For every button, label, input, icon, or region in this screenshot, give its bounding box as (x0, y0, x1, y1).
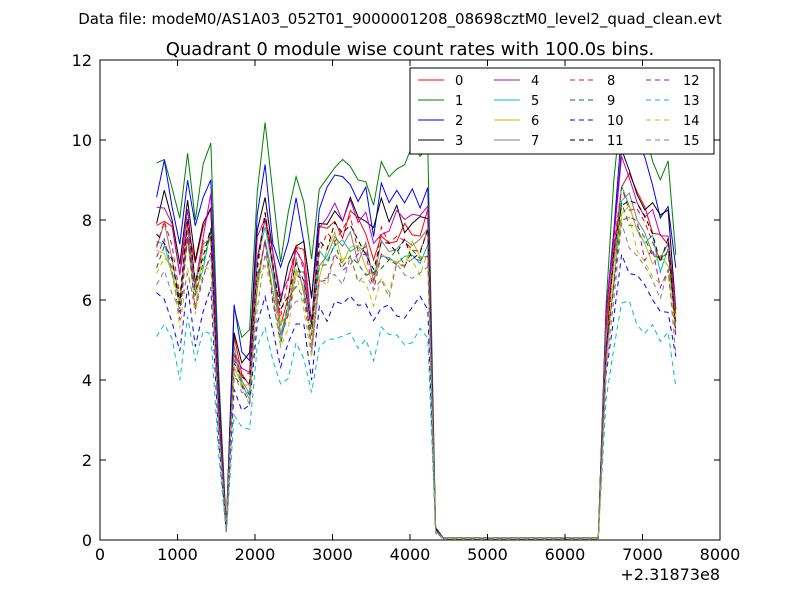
y-tick-label: 0 (82, 531, 92, 550)
y-tick-label: 8 (82, 211, 92, 230)
x-tick-label: 2000 (235, 545, 276, 564)
series-line-5 (156, 185, 677, 539)
series-layer (156, 103, 677, 540)
series-line-9 (156, 202, 677, 539)
x-tick-label: 0 (95, 545, 105, 564)
legend-label-12: 12 (683, 74, 700, 89)
legend-label-2: 2 (455, 114, 463, 129)
series-line-10 (156, 254, 677, 540)
legend-label-10: 10 (607, 114, 624, 129)
x-tick-label: 3000 (312, 545, 353, 564)
legend-label-0: 0 (455, 74, 463, 89)
y-tick-label: 2 (82, 451, 92, 470)
series-line-1 (156, 103, 677, 539)
chart-title: Quadrant 0 module wise count rates with … (166, 39, 655, 60)
y-tick-label: 12 (72, 51, 92, 70)
series-line-11 (156, 200, 677, 539)
series-line-12 (156, 216, 677, 539)
legend-label-1: 1 (455, 94, 463, 109)
legend-label-9: 9 (607, 94, 615, 109)
y-tick-label: 10 (72, 131, 92, 150)
y-tick-label: 4 (82, 371, 92, 390)
legend-label-11: 11 (607, 134, 624, 149)
x-axis-offset-label: +2.31873e8 (620, 565, 720, 584)
series-line-14 (156, 216, 677, 539)
legend-label-8: 8 (607, 74, 615, 89)
legend-label-7: 7 (531, 134, 539, 149)
series-line-3 (156, 149, 677, 539)
legend-label-13: 13 (683, 94, 700, 109)
plot-area: 0 1000 2000 3000 4000 5000 6000 7000 80000246810… (72, 51, 741, 564)
legend-label-15: 15 (683, 134, 700, 149)
legend-box (409, 67, 715, 155)
legend-label-6: 6 (531, 114, 539, 129)
legend-label-4: 4 (531, 74, 539, 89)
series-line-15 (156, 222, 677, 539)
series-line-13 (156, 300, 677, 540)
legend-label-5: 5 (531, 94, 539, 109)
figure-suptitle: Data file: modeM0/AS1A03_052T01_90000012… (78, 10, 722, 29)
x-tick-label: 8000 (700, 545, 741, 564)
x-tick-label: 4000 (390, 545, 431, 564)
ticks-layer: 0 1000 2000 3000 4000 5000 6000 7000 80000246810… (72, 51, 741, 564)
series-line-7 (156, 192, 677, 539)
legend-label-14: 14 (683, 114, 700, 129)
legend-label-3: 3 (455, 134, 463, 149)
x-tick-label: 5000 (467, 545, 508, 564)
x-tick-label: 6000 (545, 545, 586, 564)
x-tick-label: 1000 (157, 545, 198, 564)
x-tick-label: 7000 (622, 545, 663, 564)
y-tick-label: 6 (82, 291, 92, 310)
